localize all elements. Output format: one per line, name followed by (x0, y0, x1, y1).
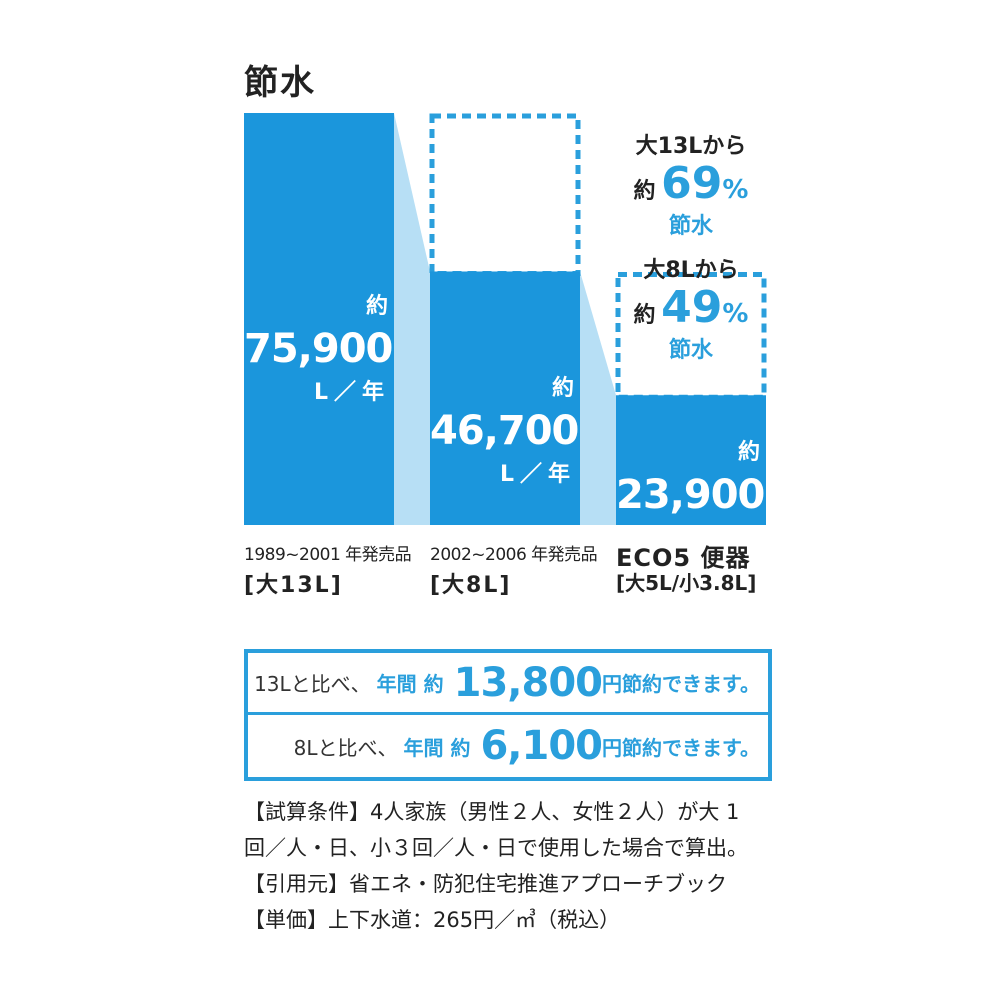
comparison-amount: 13,800 (453, 659, 603, 706)
note-line: 【試算条件】4人家族（男性２人、女性２人）が大 1 (244, 800, 740, 824)
category-caption-1-line1: 2002~2006 年発売品 (430, 545, 598, 565)
category-caption-0-line1: 1989~2001 年発売品 (244, 545, 412, 565)
note-line: 【引用元】省エネ・防犯住宅推進アプローチブック (244, 872, 727, 896)
saving-from: 大13Lから (635, 134, 747, 159)
savings-comparison-box: 13Lと比べ、 年間 約 13,800 円 節約できます。 8Lと比べ、 年間 … (244, 649, 772, 781)
saving-percent-sign: % (722, 175, 749, 205)
note-line: 【単価】上下水道：265円／㎥（税込） (244, 908, 621, 932)
value-number: 75,900 (244, 325, 393, 372)
saving-prefix: 約 (633, 303, 656, 328)
bar-connector-0 (394, 113, 430, 525)
value-unit: L／年 (685, 525, 762, 551)
comparison-annual: 年間 約 (403, 735, 471, 760)
reference-outline-1 (429, 113, 581, 277)
calculation-notes: 【試算条件】4人家族（男性２人、女性２人）が大 1 回／人・日、小３回／人・日で… (244, 794, 764, 938)
comparison-tail: 節約できます。 (622, 735, 760, 760)
value-prefix: 約 (365, 294, 388, 319)
saving-annotation-1: 大8Lから 約 49% 節水 (616, 252, 766, 364)
bar-2 (616, 395, 766, 525)
bar-0 (244, 113, 394, 525)
comparison-yen: 円 (602, 672, 622, 696)
saving-annotation-0: 大13Lから 約 69% 節水 (616, 128, 766, 240)
value-unit: L／年 (313, 379, 390, 405)
bar-value-label-1: 約 46,700 L／年 (430, 370, 579, 488)
saving-from: 大8Lから (643, 258, 739, 283)
saving-percent: 49 (661, 282, 723, 333)
saving-percent: 69 (661, 158, 723, 209)
bar-1 (430, 271, 580, 525)
category-caption-2-line1: ECO5 便器 (616, 544, 751, 572)
comparison-lead: 13Lと比べ、 (254, 672, 371, 696)
saving-percent-sign: % (722, 299, 749, 329)
value-prefix: 約 (737, 440, 760, 465)
category-caption-0-line2: [大13L] (244, 573, 343, 598)
category-caption-1-line2: [大8L] (430, 573, 512, 598)
bar-value-label-0: 約 75,900 L／年 (244, 288, 393, 406)
saving-prefix: 約 (633, 179, 656, 204)
comparison-annual: 年間 約 (376, 672, 444, 696)
comparison-row-8l: 8Lと比べ、 年間 約 6,100 円 節約できます。 (248, 715, 768, 777)
bar-connector-1 (580, 271, 616, 525)
value-number: 46,700 (430, 407, 579, 454)
bar-value-label-2: 約 23,900 L／年 (616, 434, 765, 552)
saving-label: 節水 (668, 214, 713, 239)
value-number: 23,900 (616, 471, 765, 518)
category-caption-2-line2: [大5L/小3.8L] (616, 571, 757, 595)
comparison-yen: 円 (602, 735, 622, 760)
note-line: 回／人・日、小３回／人・日で使用した場合で算出。 (244, 836, 748, 860)
comparison-row-13l: 13Lと比べ、 年間 約 13,800 円 節約できます。 (248, 653, 768, 715)
chart-title: 節水 (244, 63, 316, 103)
comparison-amount: 6,100 (480, 723, 603, 769)
value-unit: L／年 (499, 461, 576, 487)
comparison-lead: 8Lと比べ、 (293, 735, 398, 760)
saving-label: 節水 (668, 338, 713, 363)
value-prefix: 約 (551, 376, 574, 401)
comparison-tail: 節約できます。 (622, 672, 760, 696)
